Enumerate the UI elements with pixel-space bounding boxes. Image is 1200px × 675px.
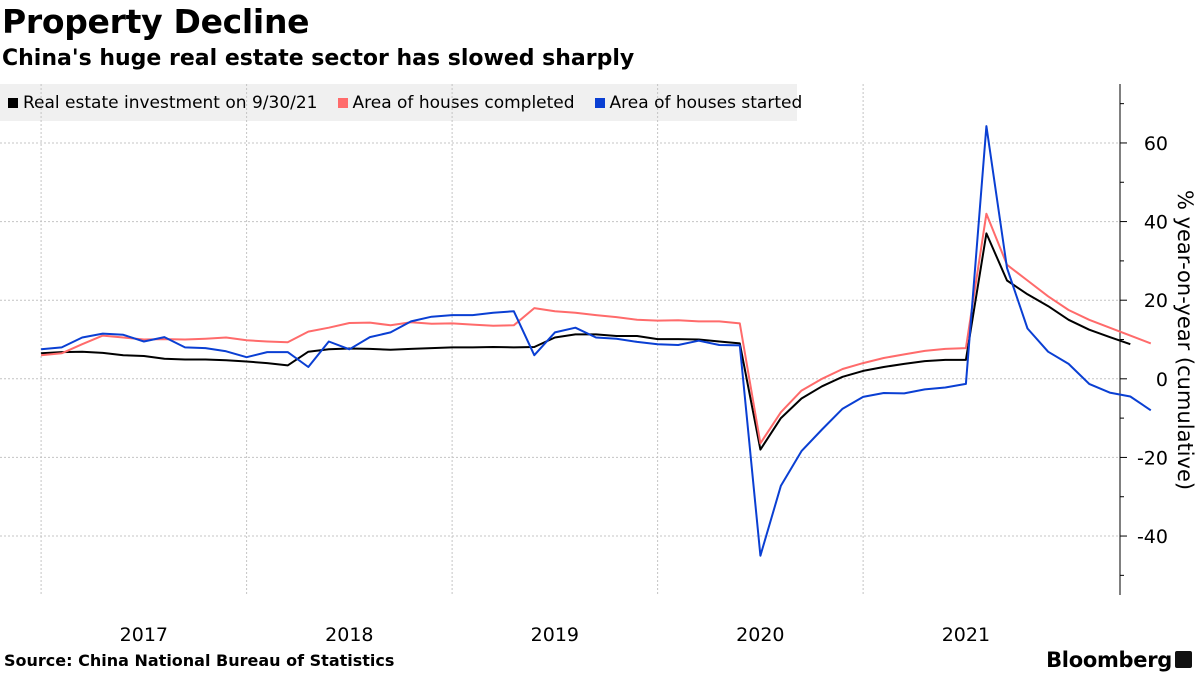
series-line-2 <box>41 125 1152 557</box>
gridlines <box>0 142 1120 537</box>
series-lines <box>41 125 1152 557</box>
series-line-0 <box>41 232 1131 451</box>
x-axis-labels: 2017 2018 2019 2020 2021 <box>120 624 990 646</box>
x-tick-label: 2020 <box>736 624 784 646</box>
chart-subtitle: China's huge real estate sector has slow… <box>2 46 635 71</box>
y-tick-label: 0 <box>1156 369 1168 391</box>
legend-item-completed: Area of houses completed <box>337 92 575 113</box>
y-axis: -40 -20 0 20 40 60 <box>1119 84 1168 595</box>
source-note: Source: China National Bureau of Statist… <box>4 651 395 670</box>
year-dividers <box>40 84 864 595</box>
x-tick-label: 2017 <box>120 624 168 646</box>
chart-title: Property Decline <box>2 2 310 41</box>
legend-swatch-completed <box>337 97 348 108</box>
legend-label-completed: Area of houses completed <box>352 92 575 113</box>
x-tick-label: 2018 <box>325 624 373 646</box>
legend-item-investment: Real estate investment on 9/30/21 <box>8 93 318 113</box>
legend-swatch-started <box>594 97 605 108</box>
series-line-1 <box>41 212 1152 445</box>
y-tick-label: 60 <box>1144 133 1168 155</box>
y-tick-label: -20 <box>1137 447 1168 469</box>
y-tick-label: 40 <box>1144 212 1168 234</box>
y-tick-label: 20 <box>1144 290 1168 312</box>
bloomberg-icon <box>1175 651 1192 668</box>
legend-label-investment: Real estate investment on 9/30/21 <box>23 92 318 113</box>
y-tick-label: -40 <box>1137 526 1168 548</box>
y-axis-label: % year-on-year (cumulative) <box>1173 190 1197 490</box>
x-tick-label: 2019 <box>531 624 579 646</box>
legend-swatch-investment <box>8 97 18 108</box>
x-tick-label: 2021 <box>942 624 990 646</box>
brand-logo: Bloomberg <box>1046 648 1172 672</box>
